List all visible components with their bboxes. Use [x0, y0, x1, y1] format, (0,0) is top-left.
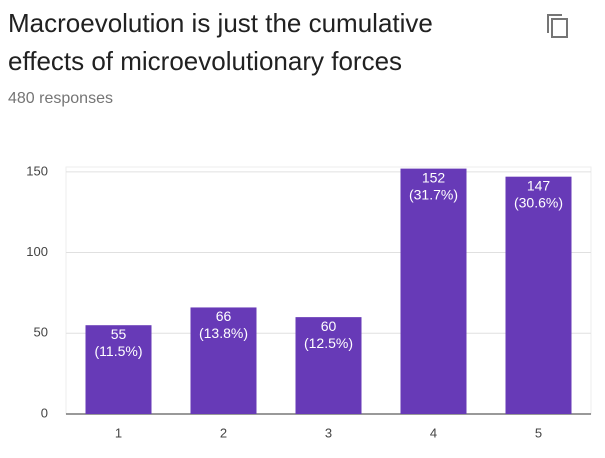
- response-count: 480 responses: [8, 90, 113, 107]
- y-tick-label: 0: [41, 405, 48, 420]
- x-tick-label: 3: [325, 425, 332, 440]
- value-label: 60: [321, 318, 337, 334]
- bar: [85, 325, 152, 414]
- percent-label: (12.5%): [304, 335, 353, 351]
- chart-title: Macroevolution is just the cumulative ef…: [8, 8, 433, 76]
- bar: [190, 307, 257, 414]
- x-tick-label: 5: [535, 425, 542, 440]
- value-label: 152: [422, 169, 446, 185]
- percent-label: (30.6%): [514, 194, 563, 210]
- value-label: 147: [527, 177, 551, 193]
- copy-icon[interactable]: [547, 14, 568, 38]
- value-label: 66: [216, 308, 232, 324]
- percent-label: (11.5%): [95, 343, 143, 359]
- bar: [400, 168, 467, 414]
- y-tick-label: 50: [34, 325, 48, 340]
- value-label: 55: [111, 326, 127, 342]
- x-tick-label: 2: [220, 425, 227, 440]
- y-tick-label: 150: [26, 163, 48, 178]
- percent-label: (13.8%): [199, 325, 248, 341]
- x-tick-label: 4: [430, 425, 437, 440]
- y-tick-label: 100: [26, 244, 48, 259]
- x-tick-label: 1: [115, 425, 122, 440]
- bar: [295, 317, 362, 414]
- bar: [505, 176, 572, 414]
- percent-label: (31.7%): [409, 186, 458, 202]
